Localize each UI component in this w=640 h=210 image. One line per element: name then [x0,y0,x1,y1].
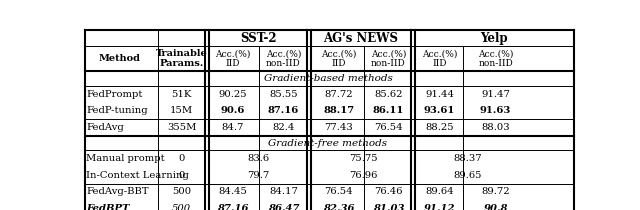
Text: 87.72: 87.72 [324,90,353,99]
Text: 76.46: 76.46 [374,188,403,197]
Text: 84.17: 84.17 [269,188,298,197]
Text: 86.47: 86.47 [268,204,299,210]
Text: 0: 0 [179,154,185,163]
Text: FedPrompt: FedPrompt [86,90,142,99]
Text: 51K: 51K [172,90,192,99]
Text: 82.4: 82.4 [272,123,294,132]
Text: 88.37: 88.37 [453,154,482,163]
Text: Acc.(%)
non-IID: Acc.(%) non-IID [266,49,301,68]
Text: In-Context Learning: In-Context Learning [86,171,189,180]
Text: FedAvg: FedAvg [86,123,124,132]
Text: 91.63: 91.63 [480,106,511,115]
Text: 90.8: 90.8 [483,204,508,210]
Text: Gradient-based methods: Gradient-based methods [264,74,392,83]
Text: 500: 500 [172,204,191,210]
Text: Acc.(%)
IID: Acc.(%) IID [215,49,250,68]
Text: 76.54: 76.54 [324,188,353,197]
Text: 77.43: 77.43 [324,123,353,132]
Text: 89.65: 89.65 [453,171,482,180]
Text: 91.12: 91.12 [424,204,455,210]
Text: 500: 500 [172,188,191,197]
Text: Manual prompt: Manual prompt [86,154,164,163]
Text: FedBPT: FedBPT [86,204,129,210]
Text: Acc.(%)
non-IID: Acc.(%) non-IID [478,49,513,68]
Text: 15M: 15M [170,106,193,115]
Text: 85.62: 85.62 [374,90,403,99]
Text: 85.55: 85.55 [269,90,298,99]
Text: 88.25: 88.25 [426,123,454,132]
Text: 90.25: 90.25 [218,90,247,99]
Text: Acc.(%)
non-IID: Acc.(%) non-IID [371,49,406,68]
Text: 88.03: 88.03 [481,123,510,132]
Text: Method: Method [99,54,141,63]
Text: 81.03: 81.03 [372,204,404,210]
Text: SST-2: SST-2 [240,32,276,45]
Text: 89.72: 89.72 [481,188,510,197]
Text: 87.16: 87.16 [217,204,248,210]
Text: 355M: 355M [167,123,196,132]
Text: 89.64: 89.64 [426,188,454,197]
Text: AG's NEWS: AG's NEWS [323,32,399,45]
Text: 76.96: 76.96 [349,171,378,180]
Text: 84.45: 84.45 [218,188,247,197]
Text: Acc.(%)
IID: Acc.(%) IID [321,49,356,68]
Text: 84.7: 84.7 [221,123,244,132]
Text: Trainable
Params.: Trainable Params. [156,49,207,68]
Text: 86.11: 86.11 [373,106,404,115]
Text: Yelp: Yelp [481,32,508,45]
Text: 91.44: 91.44 [425,90,454,99]
Text: 79.7: 79.7 [247,171,269,180]
Text: 93.61: 93.61 [424,106,455,115]
Text: Gradient-free methods: Gradient-free methods [268,139,388,148]
Text: 87.16: 87.16 [268,106,299,115]
Text: 83.6: 83.6 [247,154,269,163]
Text: 90.6: 90.6 [221,106,245,115]
Text: Acc.(%)
IID: Acc.(%) IID [422,49,458,68]
Text: 88.17: 88.17 [323,106,355,115]
Text: 82.36: 82.36 [323,204,355,210]
Text: FedAvg-BBT: FedAvg-BBT [86,188,148,197]
Text: 91.47: 91.47 [481,90,510,99]
Text: FedP-tuning: FedP-tuning [86,106,148,115]
Text: 75.75: 75.75 [349,154,378,163]
Text: 0: 0 [179,171,185,180]
Text: 76.54: 76.54 [374,123,403,132]
